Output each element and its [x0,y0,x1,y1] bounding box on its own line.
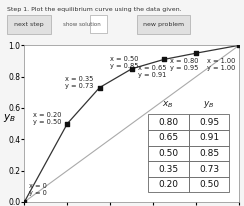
Text: new problem: new problem [143,22,184,27]
Text: 0.80: 0.80 [158,118,178,126]
Bar [7,15,51,34]
Text: x = 0
y = 0: x = 0 y = 0 [29,183,47,196]
Text: x = 0.80
y = 0.95: x = 0.80 y = 0.95 [170,58,199,71]
Text: x = 0.50
y = 0.85: x = 0.50 y = 0.85 [110,56,139,69]
Bar [148,114,189,130]
Text: 0.50: 0.50 [158,149,178,158]
Text: Step 1. Plot the equilibrium curve using the data given.: Step 1. Plot the equilibrium curve using… [7,7,182,12]
Point [22,200,26,204]
Bar [148,145,189,161]
Point [194,52,198,55]
Text: 0.73: 0.73 [199,165,219,173]
Text: 0.20: 0.20 [158,180,178,189]
Text: 0.50: 0.50 [199,180,219,189]
Point [65,122,69,125]
Bar [189,161,229,177]
Bar [137,15,190,34]
Bar [189,114,229,130]
Text: x = 0.20
y = 0.50: x = 0.20 y = 0.50 [33,112,61,125]
Bar [148,130,189,145]
Bar [148,177,189,192]
Text: x = 0.65
y = 0.91: x = 0.65 y = 0.91 [138,66,167,78]
Y-axis label: $y_B$: $y_B$ [3,112,16,124]
Text: 0.91: 0.91 [199,133,219,142]
Text: 0.65: 0.65 [158,133,178,142]
Text: 0.35: 0.35 [158,165,178,173]
Bar [148,161,189,177]
Text: 0.85: 0.85 [199,149,219,158]
Bar [189,177,229,192]
Point [130,67,134,70]
Text: x = 1.00
y = 1.00: x = 1.00 y = 1.00 [207,58,235,71]
Text: next step: next step [14,22,44,27]
Bar [90,15,107,33]
Bar [189,145,229,161]
Bar [189,130,229,145]
Text: show solution: show solution [63,22,101,27]
Text: $y_B$: $y_B$ [203,99,215,110]
Text: 0.95: 0.95 [199,118,219,126]
Point [162,58,166,61]
Point [237,44,241,47]
Text: $x_B$: $x_B$ [163,99,174,110]
Text: x = 0.35
y = 0.73: x = 0.35 y = 0.73 [65,76,93,89]
Point [98,86,102,89]
